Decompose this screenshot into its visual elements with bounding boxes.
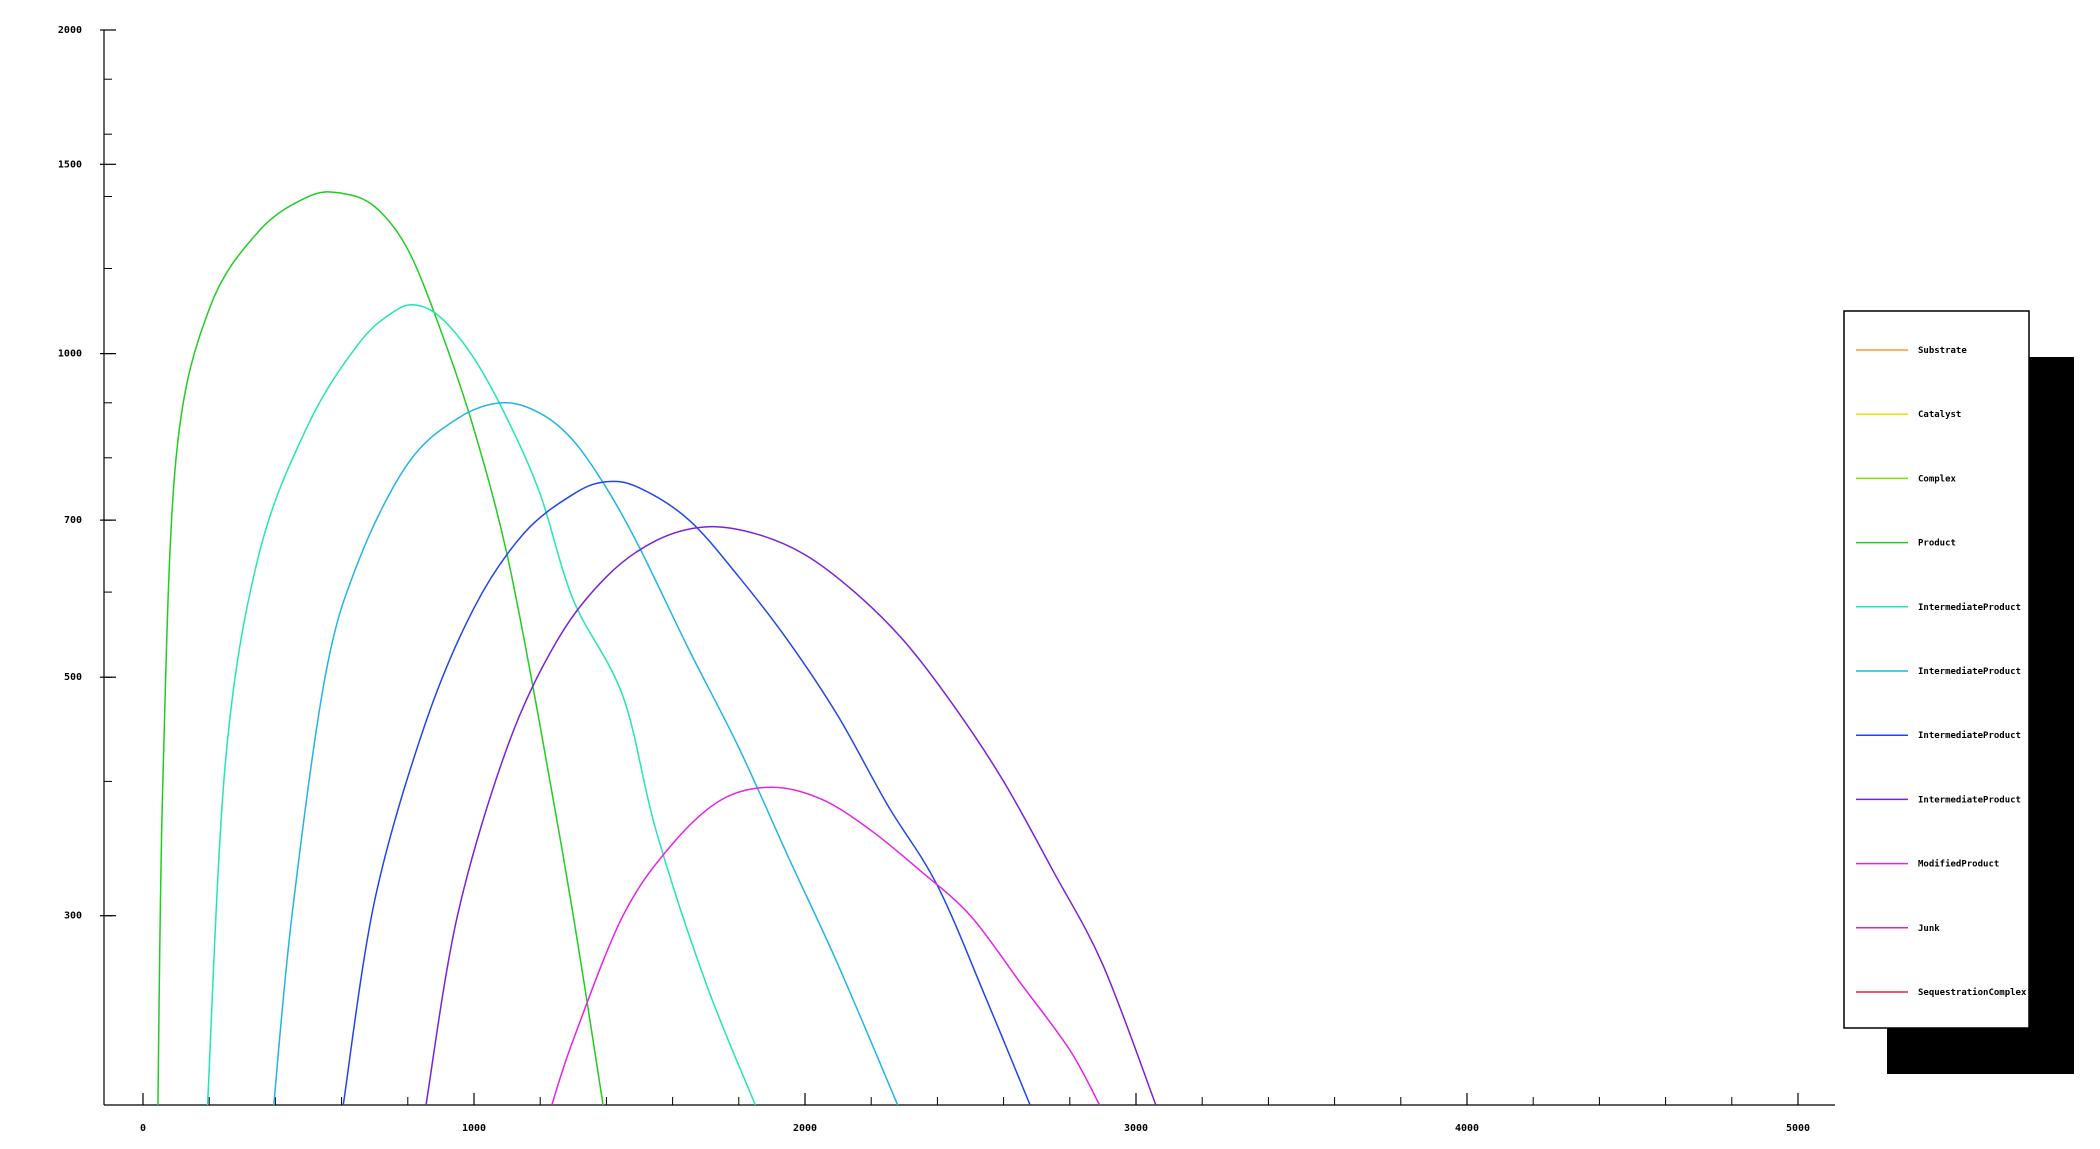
legend-label: IntermediateProduct	[1918, 602, 2021, 613]
y-tick-label: 300	[64, 911, 82, 922]
series-line-modifiedproduct-8	[551, 786, 1101, 1106]
legend-label: Catalyst	[1918, 410, 1961, 420]
legend-label: ModifiedProduct	[1918, 859, 1999, 870]
series-line-intermediateproduct-4	[206, 304, 757, 1106]
legend: Substrate Catalyst Complex Product Intermedi…	[1843, 310, 2074, 1074]
y-tick-label: 700	[64, 515, 82, 526]
y-tick-label: 2000	[58, 25, 82, 36]
legend-label: SequestrationComplex	[1918, 987, 2027, 998]
legend-label: IntermediateProduct	[1918, 666, 2021, 677]
legend-label: Product	[1918, 539, 1956, 549]
y-tick-label: 500	[64, 672, 82, 683]
x-tick-label: 4000	[1455, 1123, 1479, 1134]
x-tick-label: 3000	[1124, 1123, 1148, 1134]
legend-label: Junk	[1918, 924, 1940, 934]
legend-label: IntermediateProduct	[1918, 794, 2021, 805]
series-line-intermediateproduct-6	[342, 480, 1031, 1106]
y-tick-label: 1500	[58, 159, 82, 170]
series-line-product-3	[157, 191, 604, 1106]
x-tick-label: 0	[140, 1123, 146, 1134]
legend-box	[1843, 310, 2030, 1029]
x-tick-label: 1000	[462, 1123, 486, 1134]
series-line-intermediateproduct-7	[425, 525, 1157, 1106]
series-lines	[157, 191, 1157, 1106]
legend-label: Complex	[1918, 474, 1957, 484]
x-tick-label: 2000	[793, 1123, 817, 1134]
axes: 300 500 700 1000 1500 2000 0 1000 2000 3000 4000 50…	[58, 25, 1835, 1134]
legend-items: Substrate Catalyst Complex Product Intermedi…	[1856, 346, 2027, 998]
y-tick-label: 1000	[58, 349, 82, 360]
series-line-intermediateproduct-5	[273, 401, 899, 1106]
legend-label: Substrate	[1918, 346, 1967, 356]
legend-label: IntermediateProduct	[1918, 730, 2021, 741]
x-tick-label: 5000	[1786, 1123, 1810, 1134]
